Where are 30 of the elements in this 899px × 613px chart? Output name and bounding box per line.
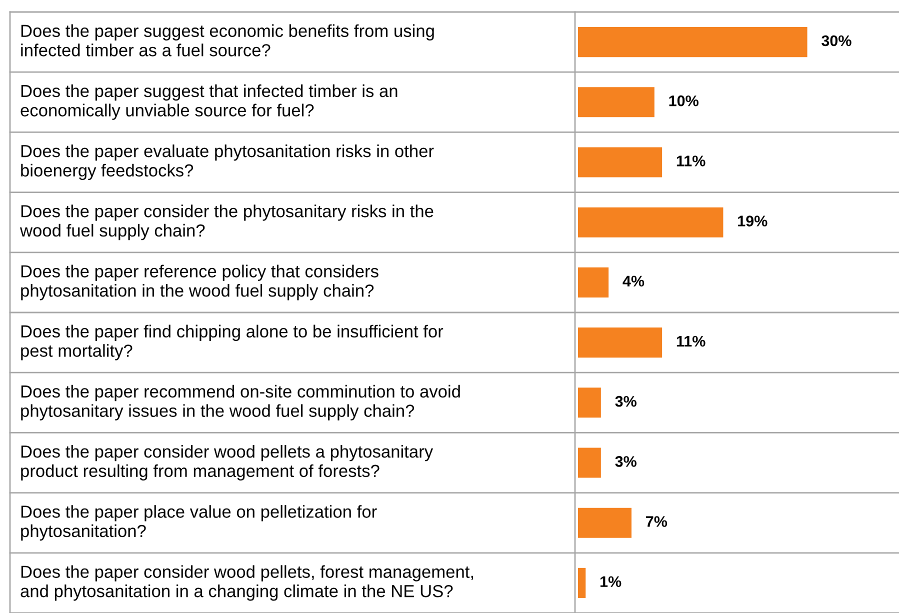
y-tick-label: Does the paper find chipping alone to be insufficient for pest mortality? (21, 324, 444, 360)
bar (578, 328, 662, 358)
bar (578, 207, 724, 238)
bar (578, 267, 609, 298)
data-label: 19% (738, 216, 768, 226)
bar (578, 568, 586, 598)
data-label: 11% (676, 336, 706, 347)
data-label: 3% (615, 396, 636, 407)
y-tick-label: Does the paper recommend on-site comminution to avoid phytosanitary issues in the wood fuel supply chain? (21, 384, 460, 420)
data-label: 11% (676, 156, 706, 166)
y-tick-label: Does the paper reference policy that considers phytosanitation in the wood fuel supply chain? (21, 264, 378, 300)
data-label: 30% (822, 35, 852, 46)
bar (578, 508, 632, 538)
bar (578, 388, 601, 418)
bar (578, 27, 808, 58)
data-label: 4% (622, 276, 644, 287)
y-tick-label: Does the paper consider wood pellets a phytosanitary product resulting from management of forests? (21, 444, 434, 481)
y-tick-label: Does the paper evaluate phytosanitation risks in other bioenergy feedstocks? (21, 144, 434, 180)
y-tick-label: Does the paper place value on pelletization for phytosanitation? (21, 505, 377, 541)
data-label: 3% (615, 456, 636, 467)
bar (578, 448, 601, 478)
y-tick-label: Does the paper consider the phytosanitary risks in the wood fuel supply chain? (20, 204, 434, 240)
data-label: 10% (669, 95, 698, 106)
data-label: 7% (646, 516, 668, 527)
y-tick-label: Does the paper suggest economic benefits from using infected timber as a fuel source? (21, 24, 434, 56)
data-label: 1% (600, 576, 622, 588)
y-tick-label: Does the paper suggest that infected timber is an economically unviable source for fuel? (20, 84, 398, 120)
y-tick-label: Does the paper consider wood pellets, forest management, and phytosanitation in a changing climate in the NE US? (20, 565, 473, 601)
bar (578, 87, 654, 118)
bar (578, 147, 662, 178)
